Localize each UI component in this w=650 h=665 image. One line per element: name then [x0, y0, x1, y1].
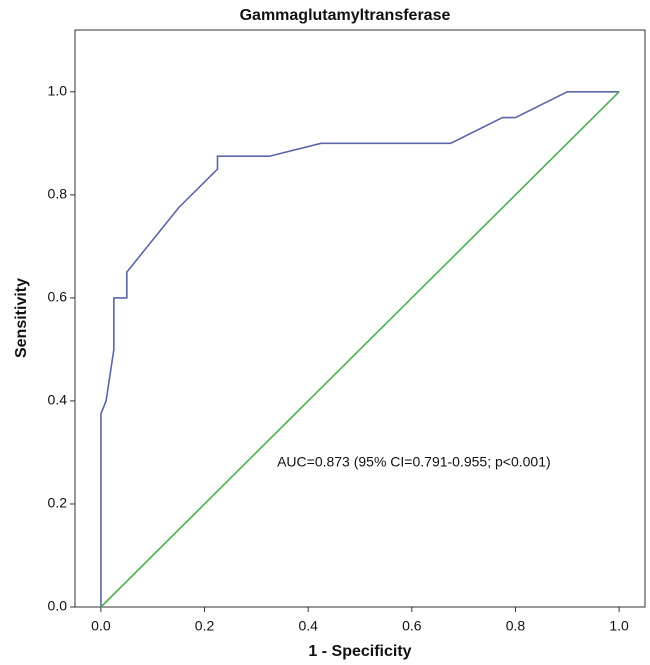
roc-line	[100, 91, 620, 608]
x-tick-label: 0.4	[298, 618, 318, 634]
x-tick-label: 0.0	[91, 618, 111, 634]
y-tick-label: 0.6	[48, 289, 68, 305]
roc-line	[100, 91, 620, 607]
x-tick-label: 1.0	[609, 618, 629, 634]
x-tick-label: 0.2	[195, 618, 215, 634]
y-tick-label: 0.0	[48, 598, 68, 614]
y-tick-label: 0.8	[48, 186, 68, 202]
chart-title: Gammaglutamyltransferase	[240, 7, 451, 24]
x-tick-label: 0.8	[506, 618, 526, 634]
annotation: AUC=0.873 (95% CI=0.791-0.955; p<0.001)	[277, 453, 551, 469]
y-tick-label: 0.4	[48, 392, 68, 408]
y-tick-label: 1.0	[48, 83, 68, 99]
x-tick-label: 0.6	[402, 618, 422, 634]
y-axis-label: Sensitivity	[13, 278, 30, 358]
plot-frame	[74, 29, 646, 608]
x-axis-label: 1 - Specificity	[308, 643, 411, 660]
y-tick-label: 0.2	[48, 495, 68, 511]
